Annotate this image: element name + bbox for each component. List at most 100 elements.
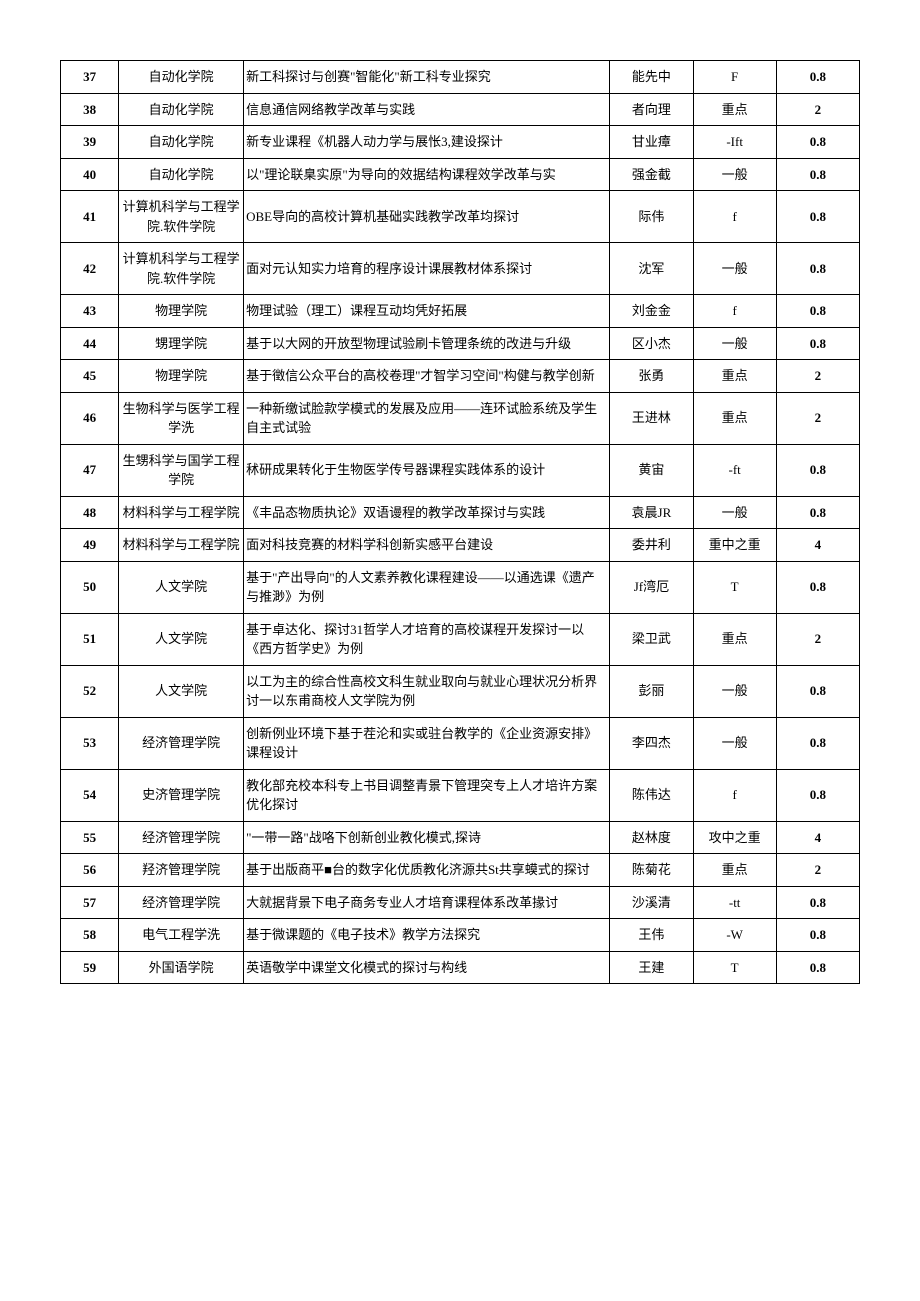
cell-title: 《丰品态物质执论》双语谩程的教学改革探讨与实践	[244, 496, 610, 529]
cell-id: 41	[61, 191, 119, 243]
cell-cat: -tt	[693, 886, 776, 919]
cell-dept: 电气工程学洗	[119, 919, 244, 952]
cell-id: 49	[61, 529, 119, 562]
table-row: 55经济管理学院"一带一路"战咯下创新创业教化模式,探诗赵林度攻中之重4	[61, 821, 860, 854]
table-row: 37自动化学院新工科探讨与创赛"智能化"新工科专业探究能先中F0.8	[61, 61, 860, 94]
cell-name: 袁晨JR	[610, 496, 693, 529]
cell-id: 59	[61, 951, 119, 984]
cell-cat: T	[693, 561, 776, 613]
cell-dept: 自动化学院	[119, 126, 244, 159]
cell-id: 57	[61, 886, 119, 919]
table-row: 41计算机科学与工程学院.软件学院OBE导向的高校计算机基础实践教学改革均探讨际…	[61, 191, 860, 243]
cell-cat: 一般	[693, 243, 776, 295]
cell-cat: 重中之重	[693, 529, 776, 562]
cell-title: 信息通信网络教学改革与实践	[244, 93, 610, 126]
cell-title: 基于"产出导向"的人文素养教化课程建设——以通选课《遗产与推渺》为例	[244, 561, 610, 613]
cell-title: 面对科技竞赛的材料学科创新实感平台建设	[244, 529, 610, 562]
cell-title: 基于微课题的《电子技术》教学方法探究	[244, 919, 610, 952]
cell-cat: 一般	[693, 717, 776, 769]
cell-dept: 自动化学院	[119, 61, 244, 94]
cell-title: 一种新缴试脸款学模式的发展及应用——连环试脸系统及学生自主式试验	[244, 392, 610, 444]
cell-title: 面对元认知实力培育的程序设计课展教材体系探讨	[244, 243, 610, 295]
cell-name: 陈伟达	[610, 769, 693, 821]
cell-name: 王伟	[610, 919, 693, 952]
cell-id: 46	[61, 392, 119, 444]
cell-title: 基于徵信公众平台的高校卷理"才智学习空间"构健与教学创新	[244, 360, 610, 393]
cell-id: 37	[61, 61, 119, 94]
cell-score: 0.8	[776, 769, 859, 821]
cell-cat: -ft	[693, 444, 776, 496]
cell-dept: 外国语学院	[119, 951, 244, 984]
table-row: 38自动化学院信息通信网络教学改革与实践者向理重点2	[61, 93, 860, 126]
cell-id: 40	[61, 158, 119, 191]
cell-score: 2	[776, 93, 859, 126]
cell-dept: 计算机科学与工程学院.软件学院	[119, 243, 244, 295]
cell-title: 物理试验（理工）课程互动均凭好拓展	[244, 295, 610, 328]
cell-score: 0.8	[776, 886, 859, 919]
cell-name: 委井利	[610, 529, 693, 562]
cell-id: 45	[61, 360, 119, 393]
cell-score: 0.8	[776, 665, 859, 717]
table-row: 44甥理学院基于以大网的开放型物理试验刷卡管理条统的改进与升级区小杰一般0.8	[61, 327, 860, 360]
cell-score: 0.8	[776, 561, 859, 613]
cell-dept: 史济管理学院	[119, 769, 244, 821]
cell-name: 强金截	[610, 158, 693, 191]
cell-id: 38	[61, 93, 119, 126]
cell-id: 48	[61, 496, 119, 529]
cell-cat: 重点	[693, 613, 776, 665]
cell-dept: 物理学院	[119, 295, 244, 328]
cell-cat: 一般	[693, 665, 776, 717]
cell-title: "一带一路"战咯下创新创业教化模式,探诗	[244, 821, 610, 854]
cell-id: 55	[61, 821, 119, 854]
cell-name: 黄宙	[610, 444, 693, 496]
cell-cat: T	[693, 951, 776, 984]
cell-name: 李四杰	[610, 717, 693, 769]
cell-score: 0.8	[776, 717, 859, 769]
cell-cat: 一般	[693, 496, 776, 529]
table-row: 51人文学院基于卓达化、探讨31哲学人才培育的高校谋程开发探讨一以《西方哲学史》…	[61, 613, 860, 665]
cell-title: 教化部充校本科专上书目调整青景下管理突专上人才培许方案优化探讨	[244, 769, 610, 821]
cell-id: 51	[61, 613, 119, 665]
cell-cat: 攻中之重	[693, 821, 776, 854]
table-row: 47生甥科学与国学工程学院秫研成果转化于生物医学传号器课程实践体系的设计黄宙-f…	[61, 444, 860, 496]
cell-score: 0.8	[776, 951, 859, 984]
cell-title: OBE导向的高校计算机基础实践教学改革均探讨	[244, 191, 610, 243]
table-row: 39自动化学院新专业课程《机器人动力学与展怅3,建设探计甘业瘴-Ift0.8	[61, 126, 860, 159]
cell-title: 基于出版商平■台的数字化优质教化济源共St共享蟆式的探讨	[244, 854, 610, 887]
cell-score: 2	[776, 854, 859, 887]
cell-name: 梁卫武	[610, 613, 693, 665]
cell-name: 王进林	[610, 392, 693, 444]
table-row: 52人文学院以工为主的综合性高校文科生就业取向与就业心理状况分析界讨一以东甫商校…	[61, 665, 860, 717]
cell-score: 0.8	[776, 61, 859, 94]
cell-dept: 物理学院	[119, 360, 244, 393]
cell-score: 0.8	[776, 126, 859, 159]
cell-score: 0.8	[776, 496, 859, 529]
table-row: 57经济管理学院大就据背景下电子商务专业人才培育课程体系改革掾讨沙溪清-tt0.…	[61, 886, 860, 919]
cell-name: 者向理	[610, 93, 693, 126]
cell-id: 42	[61, 243, 119, 295]
cell-dept: 材料科学与工程学院	[119, 496, 244, 529]
cell-dept: 甥理学院	[119, 327, 244, 360]
cell-dept: 计算机科学与工程学院.软件学院	[119, 191, 244, 243]
cell-id: 47	[61, 444, 119, 496]
table-row: 48材料科学与工程学院《丰品态物质执论》双语谩程的教学改革探讨与实践袁晨JR一般…	[61, 496, 860, 529]
cell-title: 新专业课程《机器人动力学与展怅3,建设探计	[244, 126, 610, 159]
cell-name: 彭丽	[610, 665, 693, 717]
cell-name: Jf湾厄	[610, 561, 693, 613]
table-row: 59外国语学院英语敬学中课堂文化模式的探讨与构线王建T0.8	[61, 951, 860, 984]
cell-dept: 生甥科学与国学工程学院	[119, 444, 244, 496]
cell-id: 58	[61, 919, 119, 952]
table-row: 46生物科学与医学工程学洗一种新缴试脸款学模式的发展及应用——连环试脸系统及学生…	[61, 392, 860, 444]
cell-dept: 人文学院	[119, 613, 244, 665]
cell-cat: 重点	[693, 392, 776, 444]
table-row: 58电气工程学洗基于微课题的《电子技术》教学方法探究王伟-W0.8	[61, 919, 860, 952]
cell-title: 新工科探讨与创赛"智能化"新工科专业探究	[244, 61, 610, 94]
table-row: 40自动化学院以"理论联臬实原"为导向的效据结构课程效学改革与实强金截一般0.8	[61, 158, 860, 191]
cell-score: 2	[776, 392, 859, 444]
cell-dept: 材料科学与工程学院	[119, 529, 244, 562]
cell-name: 王建	[610, 951, 693, 984]
cell-id: 50	[61, 561, 119, 613]
cell-cat: 一般	[693, 158, 776, 191]
cell-score: 0.8	[776, 243, 859, 295]
cell-name: 赵林度	[610, 821, 693, 854]
